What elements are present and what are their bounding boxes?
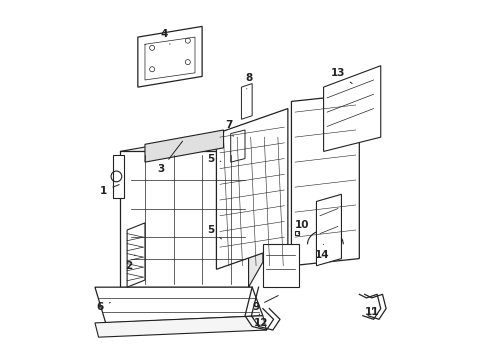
Text: 11: 11 — [365, 307, 379, 317]
Polygon shape — [113, 155, 123, 198]
Text: 7: 7 — [225, 120, 233, 136]
Polygon shape — [95, 316, 267, 337]
Polygon shape — [120, 126, 263, 152]
Polygon shape — [120, 152, 248, 287]
Text: 5: 5 — [207, 225, 221, 239]
Text: 1: 1 — [100, 185, 119, 196]
Polygon shape — [120, 287, 248, 298]
Polygon shape — [242, 84, 252, 119]
Polygon shape — [292, 94, 359, 266]
Text: 10: 10 — [295, 220, 309, 234]
Polygon shape — [145, 130, 223, 162]
Text: 2: 2 — [125, 255, 135, 271]
Text: 14: 14 — [315, 244, 329, 260]
Polygon shape — [138, 26, 202, 87]
Polygon shape — [231, 130, 245, 162]
Polygon shape — [127, 223, 145, 287]
Text: 6: 6 — [97, 302, 110, 312]
Text: 9: 9 — [252, 296, 278, 312]
Text: 13: 13 — [331, 68, 352, 84]
Text: 8: 8 — [245, 73, 252, 89]
Text: 5: 5 — [207, 154, 221, 163]
Polygon shape — [248, 126, 263, 287]
Polygon shape — [263, 244, 298, 287]
Text: 12: 12 — [254, 314, 269, 328]
Polygon shape — [95, 287, 263, 323]
Polygon shape — [217, 109, 288, 269]
Text: 3: 3 — [157, 141, 183, 174]
Polygon shape — [323, 66, 381, 152]
Text: 4: 4 — [161, 28, 170, 44]
Polygon shape — [317, 194, 342, 266]
